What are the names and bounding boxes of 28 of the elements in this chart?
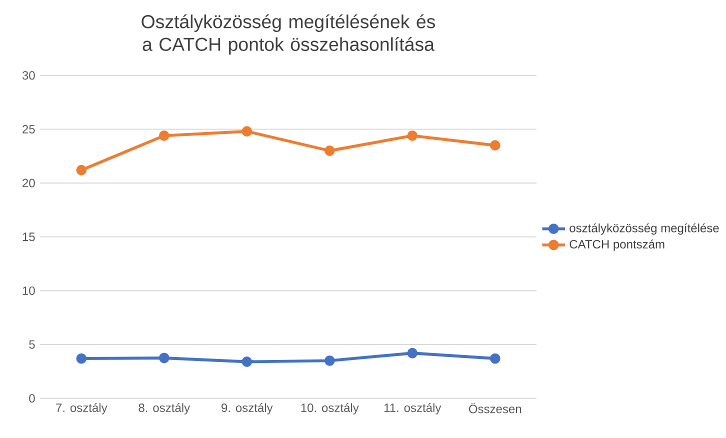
x-tick-label: 7. osztály bbox=[56, 402, 108, 414]
point bbox=[324, 145, 335, 156]
legend-label: CATCH pontszám bbox=[570, 239, 664, 251]
x-tick-label: 10. osztály bbox=[301, 402, 359, 414]
x-tick-label: Összesen bbox=[468, 402, 522, 414]
x-tick-label: 8. osztály bbox=[138, 402, 190, 414]
chart-title: Osztályközösség megítélésének és a CATCH pontok összehasonlítása bbox=[142, 14, 436, 54]
point bbox=[76, 353, 87, 364]
y-tick-label: 15 bbox=[22, 232, 35, 241]
point bbox=[76, 164, 87, 176]
point bbox=[324, 355, 335, 366]
point bbox=[158, 130, 170, 141]
legend-label: osztályközösség megítélése bbox=[570, 223, 719, 235]
y-tick-label: 10 bbox=[22, 286, 35, 295]
point bbox=[490, 353, 500, 364]
point bbox=[490, 140, 500, 150]
y-tick-label: 5 bbox=[29, 340, 35, 349]
y-tick-label: 20 bbox=[22, 178, 35, 188]
point bbox=[407, 130, 418, 141]
y-tick-label: 0 bbox=[29, 394, 35, 402]
x-tick-label: 9. osztály bbox=[222, 402, 273, 414]
y-tick-label: 25 bbox=[22, 124, 35, 134]
point bbox=[158, 352, 170, 364]
point bbox=[407, 348, 418, 358]
point bbox=[242, 356, 252, 367]
y-tick-label: 30 bbox=[22, 70, 35, 80]
point bbox=[242, 126, 252, 136]
x-tick-label: 11. osztály bbox=[384, 402, 442, 414]
